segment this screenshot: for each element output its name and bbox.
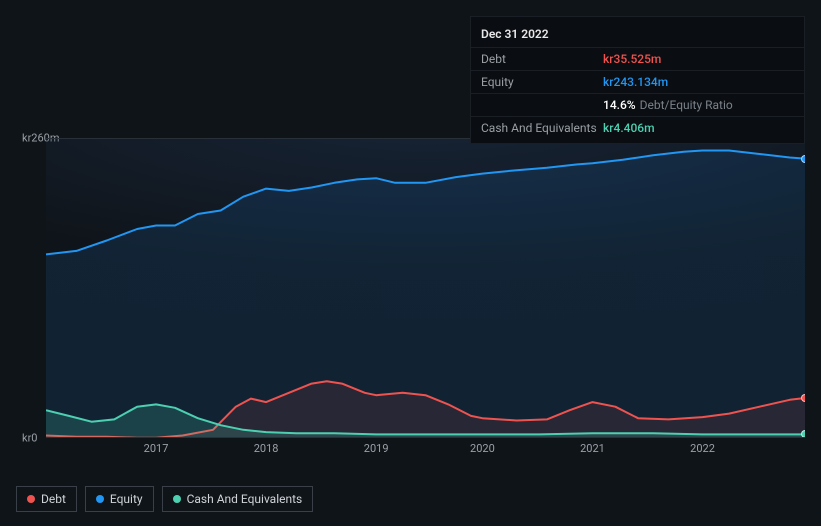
series-end-dot [801, 430, 805, 438]
chart-svg [46, 139, 805, 438]
tooltip-row: 14.6% Debt/Equity Ratio [471, 94, 804, 117]
legend-item-cash-and-equivalents[interactable]: Cash And Equivalents [162, 486, 314, 512]
tooltip-row-value: kr243.134m [603, 75, 668, 89]
legend-item-equity[interactable]: Equity [85, 486, 154, 512]
x-axis-label: 2018 [254, 442, 279, 455]
tooltip-panel: Dec 31 2022 Debtkr35.525mEquitykr243.134… [470, 16, 805, 144]
legend-dot-icon [173, 495, 181, 503]
tooltip-row-label [481, 98, 603, 112]
legend-dot-icon [27, 495, 35, 503]
chart-container: kr260mkr0 201720182019202020212022 [16, 120, 805, 470]
legend-dot-icon [96, 495, 104, 503]
tooltip-row-secondary: Debt/Equity Ratio [640, 98, 733, 112]
tooltip-row: Equitykr243.134m [471, 71, 804, 94]
series-end-dot [801, 155, 805, 163]
y-axis-label: kr0 [22, 432, 38, 445]
tooltip-row-value: kr35.525m [603, 52, 661, 66]
x-axis-label: 2017 [144, 442, 169, 455]
tooltip-row-label: Cash And Equivalents [481, 121, 603, 135]
x-axis-label: 2022 [690, 442, 715, 455]
legend-item-debt[interactable]: Debt [16, 486, 77, 512]
tooltip-row: Debtkr35.525m [471, 48, 804, 71]
tooltip-row-label: Debt [481, 52, 603, 66]
tooltip-row: Cash And Equivalentskr4.406m [471, 117, 804, 139]
tooltip-row-label: Equity [481, 75, 603, 89]
x-axis: 2017 2018 2019 2020 2021 2022 [46, 442, 805, 462]
legend-label: Equity [110, 492, 143, 506]
legend-label: Debt [41, 492, 66, 506]
legend-label: Cash And Equivalents [187, 492, 303, 506]
chart-plot-area[interactable] [46, 138, 805, 438]
tooltip-row-value: kr4.406m [603, 121, 655, 135]
x-axis-label: 2020 [470, 442, 495, 455]
x-axis-label: 2021 [580, 442, 605, 455]
tooltip-row-value: 14.6% [603, 98, 636, 112]
x-axis-label: 2019 [364, 442, 389, 455]
legend: Debt Equity Cash And Equivalents [16, 486, 313, 512]
series-end-dot [801, 394, 805, 402]
tooltip-date: Dec 31 2022 [471, 21, 804, 48]
